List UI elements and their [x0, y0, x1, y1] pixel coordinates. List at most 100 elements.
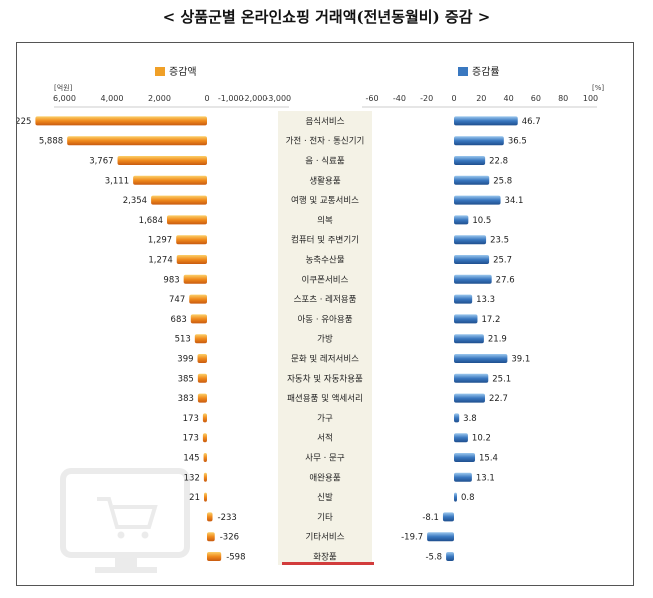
bar-increase-amount: [194, 334, 207, 344]
bar-increase-rate: [454, 373, 489, 383]
legend-swatch-increase-rate: [458, 67, 468, 76]
value-label-increase-amount: 3,767: [89, 157, 113, 167]
highlight-underline: [282, 562, 374, 565]
bar-increase-rate: [427, 532, 454, 542]
bar-increase-amount: [197, 393, 207, 403]
value-label-increase-rate: 25.8: [493, 176, 512, 186]
left-tick-label: 2,000: [148, 94, 171, 103]
right-axis-unit: [%]: [592, 84, 604, 92]
category-label: 서적: [317, 433, 333, 444]
left-tick-label: 0: [204, 94, 209, 103]
value-label-increase-amount: 5,888: [39, 137, 63, 147]
chart-row: 농축수산물 1,274 25.7: [148, 255, 512, 266]
value-label-increase-rate: -19.7: [401, 533, 423, 543]
bar-increase-amount: [176, 255, 207, 264]
value-label-increase-amount: 683: [171, 315, 187, 325]
category-label: 컴퓨터 및 주변기기: [291, 235, 359, 246]
chart-row: 기타서비스 -326 -19.7: [207, 532, 454, 543]
category-label: 패션용품 및 액세서리: [287, 393, 363, 404]
bar-increase-rate: [454, 472, 472, 482]
bar-increase-amount: [204, 492, 207, 502]
category-label: 신발: [317, 492, 333, 503]
value-label-increase-rate: -5.8: [425, 553, 442, 563]
bar-increase-amount: [176, 235, 207, 245]
chart-row: 자동차 및 자동차용품 385 25.1: [178, 373, 512, 384]
right-tick-label: 20: [476, 94, 486, 103]
value-label-increase-amount: 399: [177, 355, 193, 365]
bar-increase-rate: [454, 116, 518, 126]
category-label: 자동차 및 자동차용품: [287, 373, 363, 384]
bar-increase-amount: [35, 116, 207, 126]
cart-monitor-icon: [60, 468, 190, 573]
value-label-increase-amount: 173: [183, 414, 199, 424]
value-label-increase-amount: 7,225: [17, 117, 31, 127]
right-tick-label: 40: [504, 94, 514, 103]
value-label-increase-rate: 17.2: [481, 315, 500, 325]
category-label: 생활용품: [309, 175, 340, 186]
right-tick-label: 80: [558, 94, 568, 103]
category-label: 가구: [317, 414, 333, 424]
value-label-increase-amount: 2,354: [123, 196, 147, 206]
value-label-increase-amount: 983: [163, 275, 179, 285]
category-label: 아동 · 유아용품: [297, 314, 352, 325]
value-label-increase-rate: 46.7: [522, 117, 541, 127]
bar-increase-amount: [190, 314, 207, 324]
chart-row: 애완용품 132 13.1: [184, 472, 495, 483]
category-label: 가방: [317, 334, 333, 345]
bar-increase-amount: [197, 373, 207, 383]
bar-increase-rate: [446, 552, 454, 561]
chart-row: 기타 -233 -8.1: [207, 512, 454, 523]
value-label-increase-amount: 1,297: [148, 236, 172, 246]
bar-increase-amount: [202, 413, 207, 423]
chart-row: 가구 173 3.8: [183, 413, 477, 424]
bar-increase-rate: [454, 195, 501, 205]
value-label-increase-rate: 13.3: [476, 295, 495, 305]
value-label-increase-amount: 173: [183, 434, 199, 444]
bar-increase-amount: [133, 175, 207, 185]
bar-increase-rate: [454, 334, 484, 344]
bar-increase-rate: [454, 136, 504, 146]
value-label-increase-amount: -598: [226, 553, 245, 563]
bar-increase-rate: [454, 274, 492, 284]
legend-swatch-increase-amount: [155, 67, 165, 76]
chart-row: 사무 · 문구 145 15.4: [183, 453, 498, 464]
category-column: [278, 111, 372, 565]
chart-row: 가방 513 21.9: [175, 334, 507, 345]
right-tick-label: 0: [451, 94, 456, 103]
chart-row: 서적 173 10.2: [183, 433, 491, 444]
bar-increase-amount: [67, 136, 207, 146]
right-tick-label: 60: [531, 94, 541, 103]
value-label-increase-amount: 385: [178, 374, 194, 384]
value-label-increase-amount: 132: [184, 473, 200, 483]
chart-row: 음식서비스 7,225 46.7: [17, 116, 541, 127]
value-label-increase-rate: 10.2: [472, 434, 491, 444]
category-label: 화장품: [313, 552, 337, 563]
bar-increase-rate: [442, 512, 454, 522]
category-label: 문화 및 레저서비스: [291, 354, 359, 365]
bar-increase-rate: [454, 175, 490, 185]
chart-row: 패션용품 및 액세서리 383 22.7: [178, 393, 508, 404]
value-label-increase-amount: 513: [175, 335, 191, 345]
value-label-increase-amount: 1,274: [148, 256, 172, 266]
value-label-increase-rate: 25.1: [492, 374, 511, 384]
bar-increase-rate: [454, 294, 473, 304]
value-label-increase-rate: 10.5: [472, 216, 491, 226]
bar-increase-amount: [207, 532, 215, 542]
value-label-increase-amount: -326: [220, 533, 239, 543]
chart-row: 의복 1,684 10.5: [139, 215, 492, 226]
value-label-increase-rate: -8.1: [422, 513, 439, 523]
value-label-increase-rate: 23.5: [490, 236, 509, 246]
chart-row: 이쿠폰서비스 983 27.6: [163, 274, 514, 285]
value-label-increase-rate: 25.7: [493, 256, 512, 266]
bar-increase-rate: [454, 314, 478, 324]
chart-row: 생활용품 3,111 25.8: [105, 175, 512, 186]
legend-label-increase-rate: 증감률: [472, 66, 500, 78]
bar-increase-rate: [454, 255, 490, 264]
category-label: 이쿠폰서비스: [302, 274, 349, 285]
left-tick-label: 6,000: [53, 94, 76, 103]
bar-increase-rate: [454, 413, 460, 423]
category-label: 음식서비스: [305, 117, 344, 127]
chart-row: 아동 · 유아용품 683 17.2: [171, 314, 501, 325]
category-label: 농축수산물: [305, 255, 344, 266]
bar-increase-amount: [189, 294, 207, 304]
